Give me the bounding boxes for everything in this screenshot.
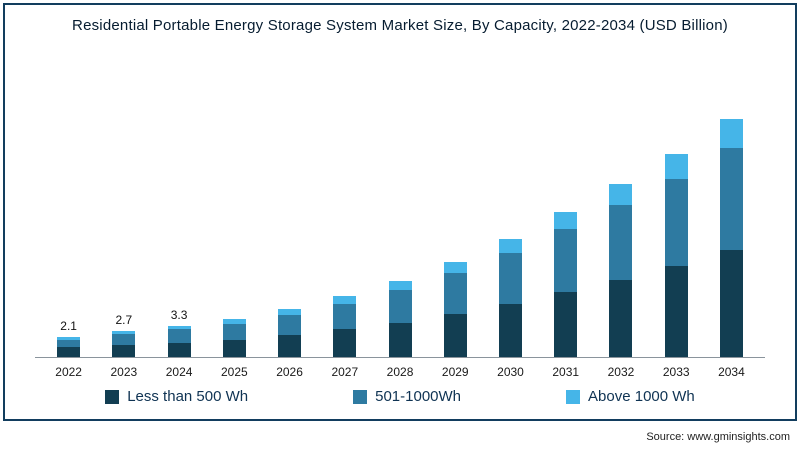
chart-title: Residential Portable Energy Storage Syst… bbox=[72, 17, 728, 34]
legend-label: 501-1000Wh bbox=[375, 388, 462, 405]
bar-value-label: 2.1 bbox=[60, 318, 77, 333]
bar-group: 2.7 bbox=[96, 117, 151, 357]
bar-segment-above-1000wh[interactable] bbox=[388, 280, 412, 291]
legend-swatch-501-1000wh bbox=[353, 389, 368, 404]
x-axis-label: 2024 bbox=[165, 365, 193, 379]
x-axis-label: 2034 bbox=[718, 365, 745, 379]
stacked-bar[interactable] bbox=[498, 238, 522, 357]
stacked-bar[interactable] bbox=[664, 153, 688, 357]
bar-segment-less-than-500wh[interactable] bbox=[57, 347, 81, 357]
bar-segment-less-than-500wh[interactable] bbox=[278, 335, 302, 357]
bar-segment-less-than-500wh[interactable] bbox=[388, 322, 412, 357]
x-axis-label: 2023 bbox=[110, 365, 138, 379]
legend-label: Above 1000 Wh bbox=[588, 388, 695, 405]
bar-segment-above-1000wh[interactable] bbox=[278, 309, 302, 316]
bars-row: 2.1 2.7 3.3 bbox=[35, 117, 765, 358]
legend-item-above-1000wh[interactable]: Above 1000 Wh bbox=[566, 388, 695, 405]
bar-group bbox=[262, 117, 317, 357]
bar-segment-above-1000wh[interactable] bbox=[554, 211, 578, 230]
x-axis-label: 2031 bbox=[552, 365, 580, 379]
bar-segment-501-1000wh[interactable] bbox=[278, 315, 302, 336]
x-axis: 2022 2023 2024 2025 2026 2027 2028 2029 2030 2031… bbox=[35, 365, 765, 379]
x-axis-label: 2029 bbox=[441, 365, 469, 379]
chart-frame: Residential Portable Energy Storage Syst… bbox=[3, 3, 797, 421]
bar-segment-501-1000wh[interactable] bbox=[333, 303, 357, 330]
stacked-bar[interactable] bbox=[609, 184, 633, 357]
bar-segment-above-1000wh[interactable] bbox=[167, 325, 191, 330]
bar-segment-above-1000wh[interactable] bbox=[719, 119, 743, 149]
bar-segment-above-1000wh[interactable] bbox=[57, 336, 81, 340]
stacked-bar[interactable] bbox=[554, 211, 578, 357]
bar-segment-less-than-500wh[interactable] bbox=[554, 292, 578, 357]
bar-segment-less-than-500wh[interactable] bbox=[719, 250, 743, 357]
bar-segment-501-1000wh[interactable] bbox=[664, 178, 688, 267]
legend: Less than 500 Wh 501-1000Wh Above 1000 Wh bbox=[5, 388, 795, 405]
bar-segment-less-than-500wh[interactable] bbox=[498, 303, 522, 357]
x-axis-label: 2032 bbox=[607, 365, 635, 379]
bar-segment-less-than-500wh[interactable] bbox=[222, 339, 246, 357]
bar-value-label: 3.3 bbox=[170, 307, 188, 322]
x-axis-label: 2030 bbox=[497, 365, 524, 379]
stacked-bar[interactable] bbox=[388, 280, 412, 357]
bar-segment-501-1000wh[interactable] bbox=[57, 339, 81, 348]
legend-label: Less than 500 Wh bbox=[127, 388, 249, 405]
bar-segment-less-than-500wh[interactable] bbox=[333, 329, 357, 357]
bar-segment-less-than-500wh[interactable] bbox=[664, 266, 688, 357]
stacked-bar[interactable]: 2.7 bbox=[112, 313, 136, 357]
bar-group bbox=[317, 117, 372, 357]
bar-segment-501-1000wh[interactable] bbox=[167, 329, 191, 343]
bar-segment-above-1000wh[interactable] bbox=[664, 153, 688, 179]
bar-segment-501-1000wh[interactable] bbox=[498, 252, 522, 304]
bar-group bbox=[207, 117, 262, 357]
bar-group bbox=[538, 117, 593, 357]
x-axis-label: 2033 bbox=[662, 365, 690, 379]
bar-segment-less-than-500wh[interactable] bbox=[112, 344, 136, 357]
bar-segment-less-than-500wh[interactable] bbox=[167, 342, 191, 357]
legend-swatch-less-than-500wh bbox=[105, 389, 120, 404]
bar-group bbox=[593, 117, 648, 357]
bar-segment-501-1000wh[interactable] bbox=[609, 205, 633, 280]
bar-segment-less-than-500wh[interactable] bbox=[443, 314, 467, 357]
bar-segment-above-1000wh[interactable] bbox=[112, 331, 136, 335]
stacked-bar[interactable] bbox=[333, 295, 357, 357]
x-axis-label: 2028 bbox=[386, 365, 414, 379]
bar-segment-501-1000wh[interactable] bbox=[554, 229, 578, 293]
bar-group bbox=[372, 117, 427, 357]
bar-segment-above-1000wh[interactable] bbox=[443, 261, 467, 274]
plot-area: 2.1 2.7 3.3 2022 2023 2024 2025 2026 2027 2028 20… bbox=[35, 117, 765, 379]
bar-group bbox=[483, 117, 538, 357]
bar-group: 3.3 bbox=[151, 117, 206, 357]
legend-item-501-1000wh[interactable]: 501-1000Wh bbox=[353, 388, 461, 405]
x-axis-label: 2026 bbox=[276, 365, 303, 379]
bar-group: 2.1 bbox=[41, 117, 96, 357]
bar-segment-above-1000wh[interactable] bbox=[333, 295, 357, 304]
stacked-bar[interactable] bbox=[719, 119, 743, 357]
x-axis-label: 2022 bbox=[55, 365, 82, 379]
bar-segment-501-1000wh[interactable] bbox=[112, 334, 136, 345]
legend-item-less-than-500wh[interactable]: Less than 500 Wh bbox=[105, 388, 248, 405]
bar-group bbox=[428, 117, 483, 357]
bar-group bbox=[704, 117, 759, 357]
bar-segment-501-1000wh[interactable] bbox=[719, 148, 743, 251]
bar-segment-less-than-500wh[interactable] bbox=[609, 279, 633, 357]
bar-segment-above-1000wh[interactable] bbox=[498, 238, 522, 253]
bar-value-label: 2.7 bbox=[115, 313, 133, 328]
bar-segment-above-1000wh[interactable] bbox=[222, 318, 246, 324]
source-text: Source: www.gminsights.com bbox=[646, 431, 790, 443]
stacked-bar[interactable] bbox=[222, 318, 246, 357]
bar-segment-above-1000wh[interactable] bbox=[609, 184, 633, 206]
stacked-bar[interactable] bbox=[443, 261, 467, 357]
stacked-bar[interactable]: 3.3 bbox=[167, 308, 191, 357]
bar-segment-501-1000wh[interactable] bbox=[222, 323, 246, 340]
bar-group bbox=[649, 117, 704, 357]
stacked-bar[interactable] bbox=[278, 309, 302, 357]
legend-swatch-above-1000wh bbox=[566, 389, 581, 404]
bar-segment-501-1000wh[interactable] bbox=[443, 273, 467, 315]
bar-segment-501-1000wh[interactable] bbox=[388, 290, 412, 323]
stacked-bar[interactable]: 2.1 bbox=[57, 319, 81, 357]
x-axis-label: 2027 bbox=[331, 365, 359, 379]
x-axis-label: 2025 bbox=[220, 365, 248, 379]
